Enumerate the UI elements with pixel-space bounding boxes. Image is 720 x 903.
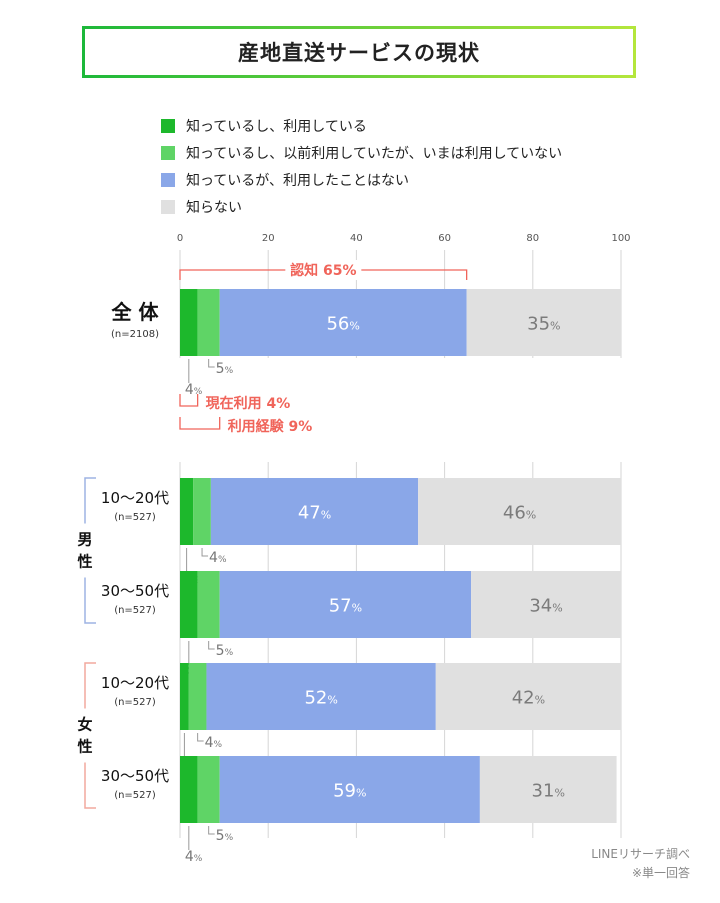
bar-segment <box>193 478 211 545</box>
legend-swatch <box>161 145 175 160</box>
legend-item: 知っているし、以前利用していたが、いまは利用していない <box>161 139 562 166</box>
category-n: (n=527) <box>114 605 156 616</box>
annotation-gap <box>285 260 362 280</box>
bar-segment <box>479 756 617 823</box>
bar-segment <box>206 663 436 730</box>
category-label: 10〜20代 <box>101 489 169 507</box>
data-label: 31% <box>532 781 565 802</box>
category-label: 10〜20代 <box>101 674 169 692</box>
bar-segment <box>197 289 220 356</box>
group-label: 男 <box>77 531 92 549</box>
legend-swatch <box>161 118 175 133</box>
leader-line <box>208 641 215 650</box>
annotation-bracket <box>179 417 221 430</box>
data-label: 47% <box>298 503 331 524</box>
group-label: 性 <box>77 738 92 756</box>
small-data-label: 5% <box>216 643 234 659</box>
category-label: 30〜50代 <box>101 582 169 600</box>
bar-segment <box>210 478 419 545</box>
bar-segment <box>180 663 189 730</box>
x-tick-label: 0 <box>177 233 183 244</box>
legend-item: 知らない <box>161 193 562 220</box>
legend-label: 知っているが、利用したことはない <box>186 172 410 189</box>
bar-segment <box>197 571 220 638</box>
group-bracket-gap <box>76 523 94 578</box>
bar-segment <box>466 289 621 356</box>
small-data-label: 4% <box>209 550 227 566</box>
data-label: 52% <box>304 688 337 709</box>
category-label: 全 体 <box>111 300 160 324</box>
annotation-label: 利用経験 9% <box>228 418 313 435</box>
leader-line <box>197 733 204 742</box>
footnote: ※単一回答 <box>631 866 690 880</box>
annotation-label: 現在利用 4% <box>206 395 291 412</box>
data-label: 35% <box>527 314 560 335</box>
leader-line <box>201 548 209 557</box>
bar-segment <box>418 478 621 545</box>
data-label: 57% <box>329 596 362 617</box>
legend-label: 知らない <box>186 199 242 216</box>
bar-segment <box>180 289 198 356</box>
x-tick-label: 60 <box>438 233 451 244</box>
category-n: (n=2108) <box>111 329 159 340</box>
data-label: 46% <box>503 503 536 524</box>
bar-segment <box>180 756 198 823</box>
group-label: 女 <box>77 716 92 734</box>
category-label: 30〜50代 <box>101 767 169 785</box>
legend-swatch <box>161 172 175 187</box>
legend-swatch <box>161 199 175 214</box>
data-label: 56% <box>326 314 359 335</box>
bar-segment <box>180 571 198 638</box>
x-tick-label: 80 <box>526 233 539 244</box>
group-label: 性 <box>77 553 92 571</box>
legend-label: 知っているし、以前利用していたが、いまは利用していない <box>186 145 563 162</box>
category-n: (n=527) <box>114 512 156 523</box>
bar-segment <box>435 663 621 730</box>
chart-title-box: 産地直送サービスの現状 <box>82 26 636 78</box>
x-tick-label: 20 <box>262 233 275 244</box>
small-data-label: 4% <box>205 735 223 751</box>
legend-item: 知っているが、利用したことはない <box>161 166 562 193</box>
legend-item: 知っているし、利用している <box>161 112 562 139</box>
chart-title: 産地直送サービスの現状 <box>238 41 480 65</box>
leader-line <box>208 359 215 368</box>
data-label: 59% <box>333 781 366 802</box>
bar-segment <box>188 663 207 730</box>
bar-segment <box>219 571 472 638</box>
bar-segment <box>219 289 467 356</box>
source-note: LINEリサーチ調べ <box>591 847 690 861</box>
data-label: 42% <box>512 688 545 709</box>
annotation-bracket <box>179 394 199 407</box>
bar-segment <box>219 756 480 823</box>
group-bracket-gap <box>76 708 94 763</box>
legend: 知っているし、利用している知っているし、以前利用していたが、いまは利用していない… <box>161 112 562 220</box>
small-data-label: 5% <box>216 361 234 377</box>
x-tick-label: 100 <box>611 233 630 244</box>
category-n: (n=527) <box>114 697 156 708</box>
bar-segment <box>471 571 621 638</box>
leader-line <box>208 826 215 835</box>
bar-segment <box>180 478 194 545</box>
annotation-label: 認知 65% <box>290 262 356 279</box>
small-data-label: 4% <box>185 849 203 865</box>
small-data-label: 4% <box>185 382 203 398</box>
x-tick-label: 40 <box>350 233 363 244</box>
legend-label: 知っているし、利用している <box>186 118 367 135</box>
category-n: (n=527) <box>114 790 156 801</box>
small-data-label: 5% <box>216 828 234 844</box>
data-label: 34% <box>529 596 562 617</box>
bar-segment <box>197 756 220 823</box>
